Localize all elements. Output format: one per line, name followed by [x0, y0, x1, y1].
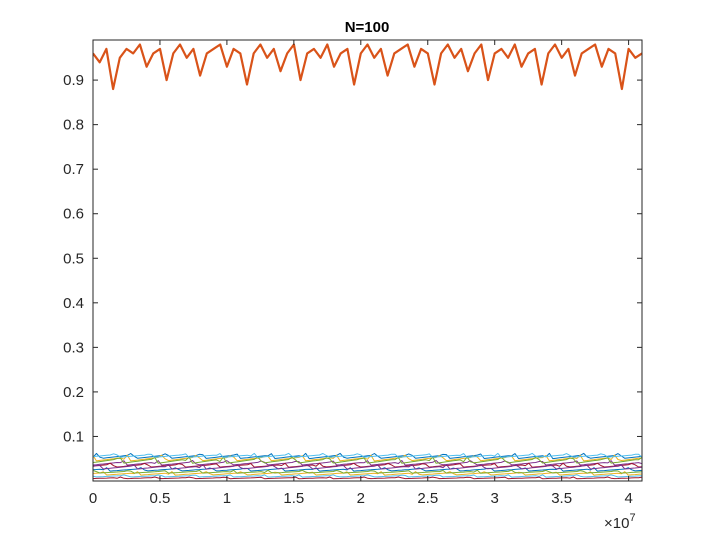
- series-line: [93, 474, 642, 478]
- series-line: [93, 476, 642, 480]
- series-line: [93, 454, 642, 462]
- series-layer: [93, 43, 642, 480]
- x-tick-label: 1: [223, 490, 231, 507]
- chart-title: N=100: [345, 19, 390, 36]
- x-tick-label: 0.5: [150, 490, 171, 507]
- y-tick-label: 0.8: [63, 117, 84, 134]
- y-tick-label: 0.1: [63, 428, 84, 445]
- series-line: [93, 452, 642, 458]
- series-line: [93, 467, 642, 472]
- series-line: [93, 43, 642, 91]
- x-axis: 0 0.5 1 1.5 2 2.5 3 3.5 4: [89, 40, 633, 507]
- axes-box: [92, 39, 643, 482]
- series-line: [93, 452, 642, 460]
- series-line: [93, 469, 642, 474]
- plot-area-background: [93, 40, 642, 481]
- series-line: [93, 464, 642, 470]
- y-tick-label: 0.2: [63, 384, 84, 401]
- x-exponent-label: ×107: [604, 512, 636, 532]
- x-tick-label: 0: [89, 490, 97, 507]
- x-exponent-base: ×10: [604, 515, 629, 532]
- x-tick-label: 3: [491, 490, 499, 507]
- y-tick-label: 0.4: [63, 295, 84, 312]
- series-line: [93, 456, 642, 464]
- series-line: [93, 460, 642, 466]
- y-axis: 0.1 0.2 0.3 0.4 0.5 0.6 0.7 0.8 0.9: [63, 72, 642, 445]
- x-tick-label: 2: [357, 490, 365, 507]
- x-tick-label: 3.5: [551, 490, 572, 507]
- y-tick-label: 0.7: [63, 161, 84, 178]
- y-tick-label: 0.3: [63, 339, 84, 356]
- x-tick-label: 4: [624, 490, 632, 507]
- y-tick-label: 0.9: [63, 72, 84, 89]
- x-exponent-power: 7: [629, 512, 635, 524]
- x-tick-label: 1.5: [283, 490, 304, 507]
- series-line: [93, 471, 642, 476]
- x-tick-label: 2.5: [417, 490, 438, 507]
- y-tick-label: 0.5: [63, 250, 84, 267]
- y-tick-label: 0.6: [63, 206, 84, 223]
